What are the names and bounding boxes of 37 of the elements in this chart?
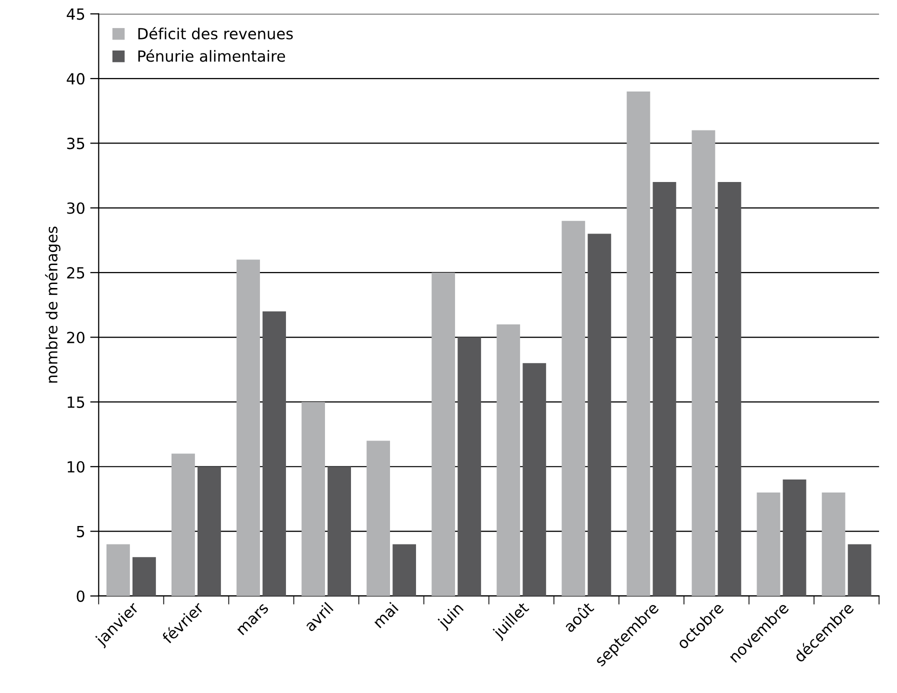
y-tick-label: 25 — [67, 267, 84, 279]
bar — [848, 544, 872, 596]
bar — [432, 272, 456, 596]
y-tick-label: 10 — [68, 461, 84, 473]
bar — [302, 402, 325, 596]
bar — [458, 337, 482, 596]
bar — [756, 492, 780, 596]
y-tick-label: 15 — [68, 396, 84, 408]
bar — [172, 454, 195, 596]
y-tick-label: 20 — [67, 332, 84, 344]
bar — [652, 182, 676, 596]
y-axis-title: nombre de ménages — [45, 226, 60, 383]
bar — [262, 311, 286, 596]
y-tick-label: 35 — [67, 138, 84, 150]
bar — [132, 557, 156, 596]
bar — [366, 440, 390, 596]
bar — [822, 492, 846, 596]
bar — [692, 130, 716, 596]
y-tick-label: 0 — [76, 590, 84, 602]
y-tick-label: 45 — [66, 8, 84, 20]
bar — [718, 182, 742, 596]
bar — [588, 234, 612, 596]
bar — [236, 260, 260, 596]
legend-label: Déficit des revenues — [138, 27, 293, 40]
y-tick-label: 5 — [76, 526, 84, 538]
bar — [522, 363, 546, 596]
bar — [782, 480, 806, 596]
legend-label: Pénurie alimentaire — [138, 49, 286, 62]
bar — [562, 220, 586, 596]
bar — [106, 544, 130, 596]
bar — [496, 324, 520, 596]
bar — [392, 544, 416, 596]
y-tick-label: 30 — [67, 202, 84, 214]
bar — [198, 466, 221, 596]
y-tick-label: 40 — [66, 73, 84, 85]
bar — [626, 91, 650, 596]
bar — [328, 466, 351, 596]
